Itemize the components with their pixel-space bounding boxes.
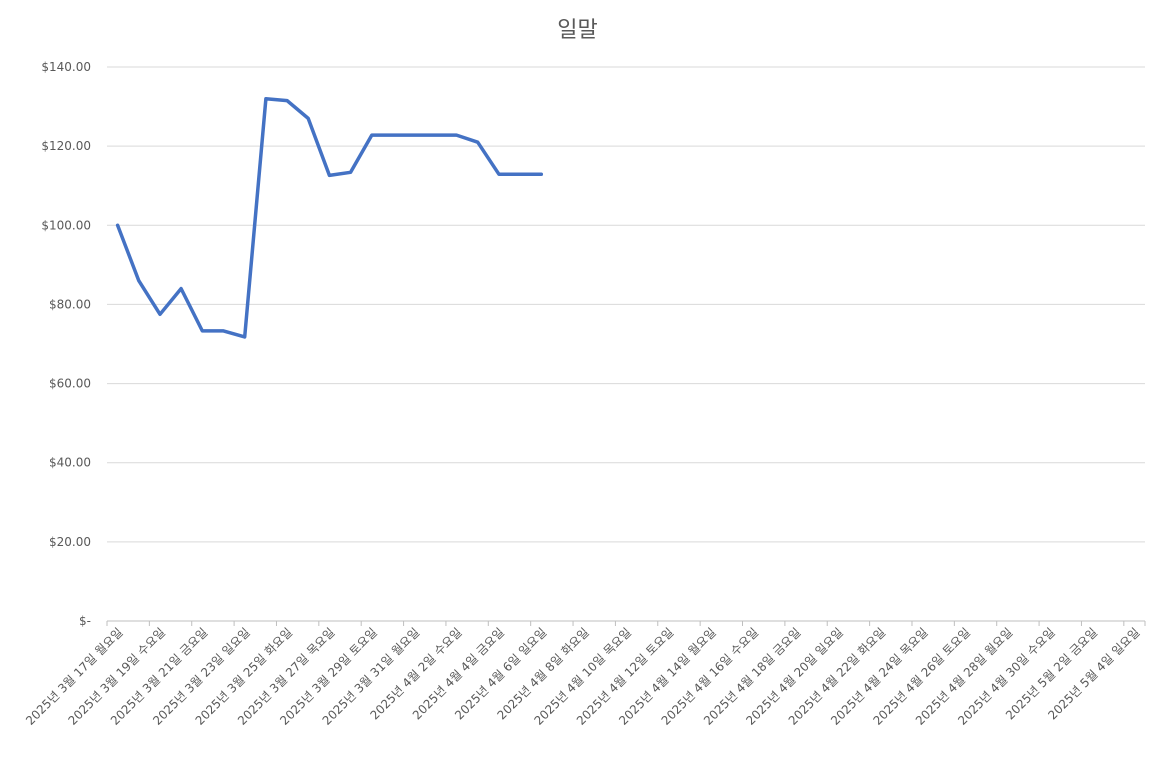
y-tick-label: $120.00 [41, 139, 91, 153]
chart-title: 일말 [557, 18, 598, 43]
y-tick-label: $- [79, 614, 91, 628]
y-tick-label: $140.00 [41, 60, 91, 74]
y-axis-tick-labels: $- $20.00 $40.00 $60.00 $80.00 $100.00 $120.00… [41, 60, 91, 628]
y-tick-label: $60.00 [49, 377, 91, 391]
series-line [115, 96, 544, 339]
x-axis [106, 620, 1146, 626]
y-tick-label: $80.00 [49, 297, 91, 311]
y-tick-label: $20.00 [49, 535, 91, 549]
series-lines [115, 96, 544, 339]
y-tick-label: $100.00 [41, 218, 91, 232]
y-tick-label: $40.00 [49, 456, 91, 470]
